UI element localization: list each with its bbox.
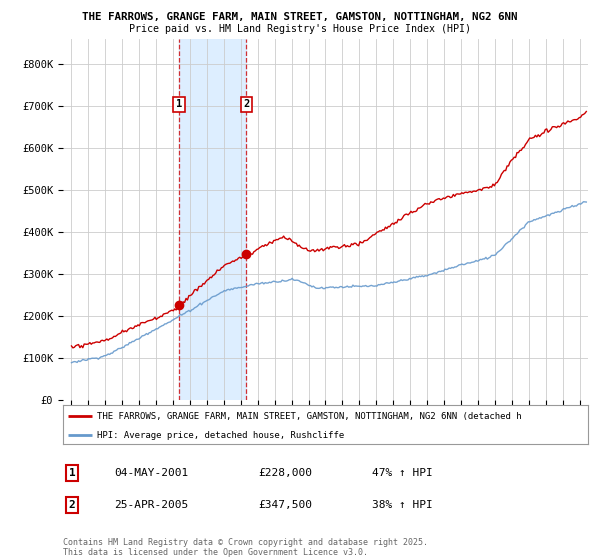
Text: 47% ↑ HPI: 47% ↑ HPI [372, 468, 433, 478]
Text: THE FARROWS, GRANGE FARM, MAIN STREET, GAMSTON, NOTTINGHAM, NG2 6NN (detached h: THE FARROWS, GRANGE FARM, MAIN STREET, G… [97, 412, 522, 421]
Text: 1: 1 [176, 99, 182, 109]
Text: £228,000: £228,000 [258, 468, 312, 478]
Text: 2: 2 [68, 500, 76, 510]
Text: 04-MAY-2001: 04-MAY-2001 [114, 468, 188, 478]
Text: 2: 2 [243, 99, 250, 109]
Text: 25-APR-2005: 25-APR-2005 [114, 500, 188, 510]
Text: £347,500: £347,500 [258, 500, 312, 510]
Text: HPI: Average price, detached house, Rushcliffe: HPI: Average price, detached house, Rush… [97, 431, 344, 440]
Text: 38% ↑ HPI: 38% ↑ HPI [372, 500, 433, 510]
Text: Price paid vs. HM Land Registry's House Price Index (HPI): Price paid vs. HM Land Registry's House … [129, 24, 471, 34]
Text: THE FARROWS, GRANGE FARM, MAIN STREET, GAMSTON, NOTTINGHAM, NG2 6NN: THE FARROWS, GRANGE FARM, MAIN STREET, G… [82, 12, 518, 22]
Text: Contains HM Land Registry data © Crown copyright and database right 2025.
This d: Contains HM Land Registry data © Crown c… [63, 538, 428, 557]
Bar [179, 39, 246, 400]
Text: 1: 1 [68, 468, 76, 478]
